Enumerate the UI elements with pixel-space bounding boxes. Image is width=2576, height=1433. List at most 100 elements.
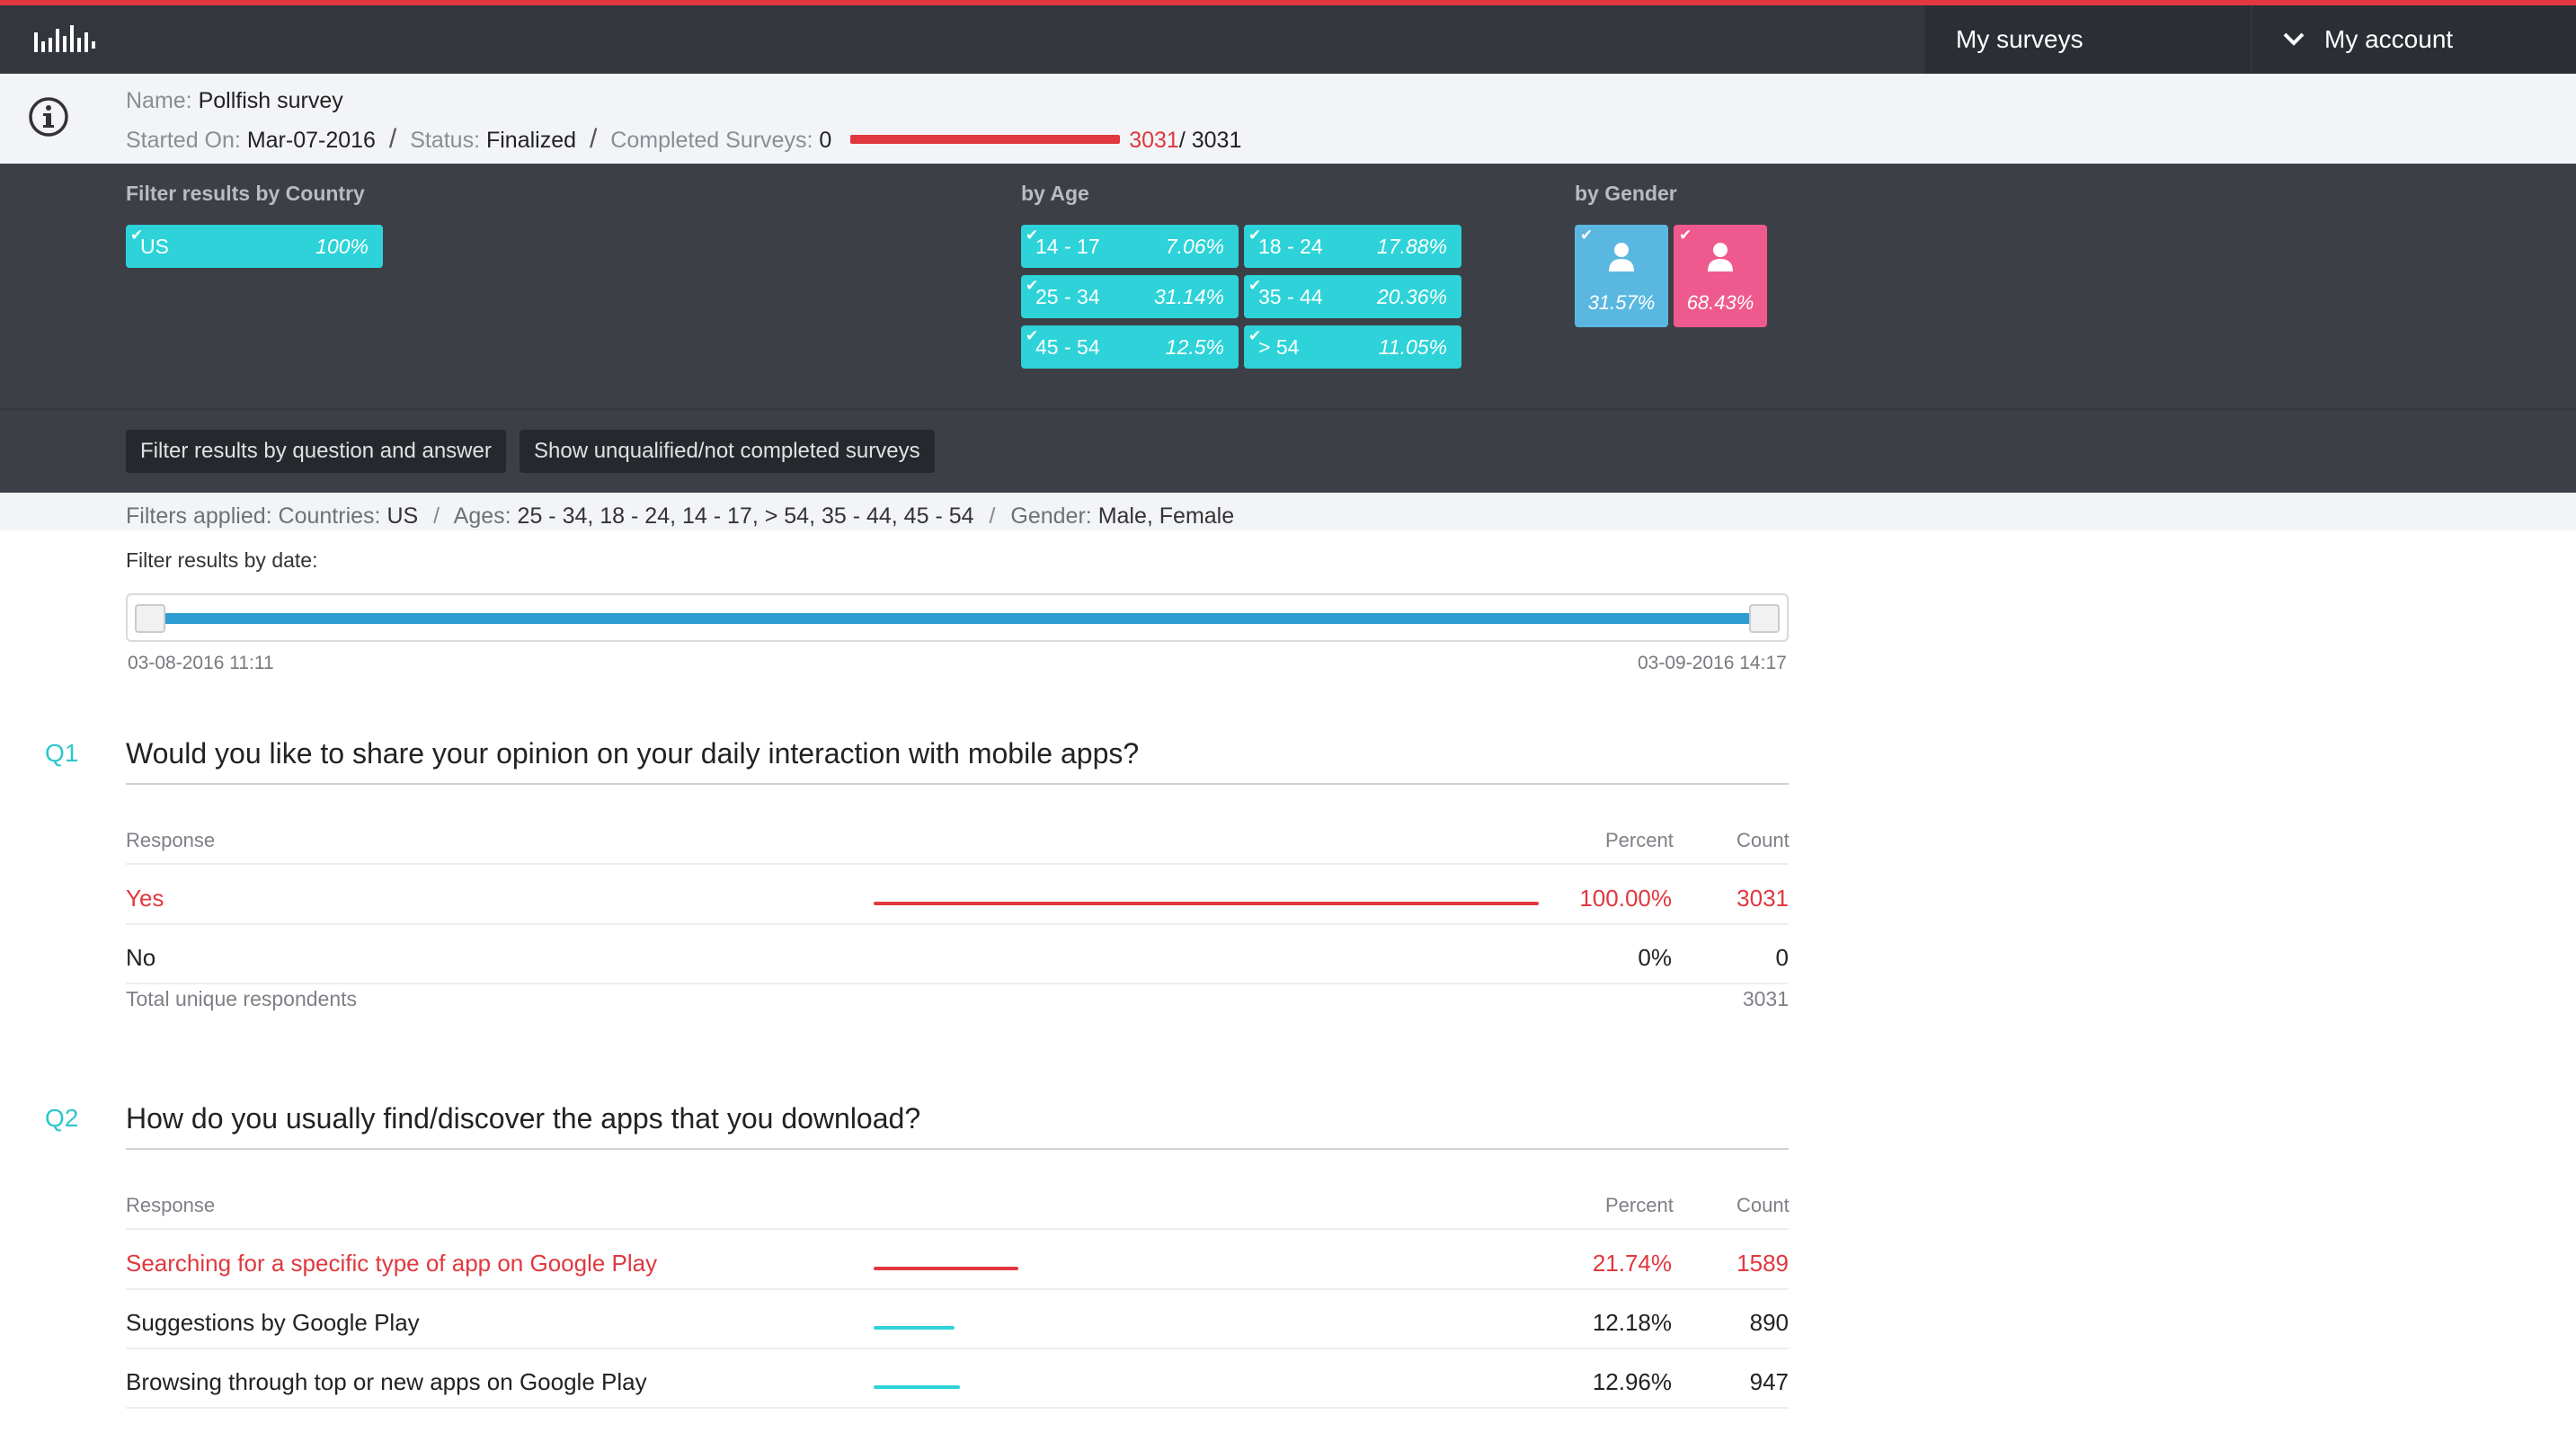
response-label: Suggestions by Google Play bbox=[126, 1309, 420, 1336]
chip-percent: 17.88% bbox=[1376, 235, 1447, 258]
response-label: Browsing through top or new apps on Goog… bbox=[126, 1368, 647, 1395]
female-percent: 68.43% bbox=[1686, 291, 1754, 314]
chip-percent: 12.5% bbox=[1165, 335, 1224, 359]
chip-percent: 20.36% bbox=[1376, 285, 1447, 308]
age-chip[interactable]: ✔ 35 - 44 20.36% bbox=[1244, 275, 1461, 318]
check-icon: ✔ bbox=[1026, 227, 1039, 244]
chevron-down-icon bbox=[2283, 32, 2305, 46]
chip-label: 25 - 34 bbox=[1035, 285, 1100, 308]
logo-icon[interactable] bbox=[34, 25, 97, 56]
chip-label: 18 - 24 bbox=[1258, 235, 1323, 258]
show-unqualified-button[interactable]: Show unqualified/not completed surveys bbox=[520, 430, 935, 473]
countries-label: Countries: bbox=[278, 503, 381, 529]
response-percent: 12.96% bbox=[1592, 1368, 1672, 1395]
row-divider bbox=[126, 923, 1789, 925]
filters-applied-label: Filters applied: bbox=[126, 503, 272, 529]
date-filter-title: Filter results by date: bbox=[126, 548, 318, 572]
survey-name: Pollfish survey bbox=[198, 88, 343, 113]
countries-value: US bbox=[386, 503, 419, 529]
percent-header: Percent bbox=[1605, 1194, 1674, 1216]
filter-by-question-button[interactable]: Filter results by question and answer bbox=[126, 430, 506, 473]
question-title: How do you usually find/discover the app… bbox=[126, 1102, 921, 1135]
date-end-label: 03-09-2016 14:17 bbox=[1638, 653, 1787, 673]
check-icon: ✔ bbox=[1026, 327, 1039, 344]
chip-label: 45 - 54 bbox=[1035, 335, 1100, 359]
check-icon: ✔ bbox=[1248, 277, 1262, 294]
response-bar bbox=[874, 902, 1539, 905]
name-label: Name: bbox=[126, 88, 192, 113]
response-bar bbox=[874, 1267, 1018, 1270]
question-number: Q2 bbox=[45, 1104, 79, 1132]
response-bar bbox=[874, 1326, 955, 1330]
gender-chip-female[interactable]: ✔ 68.43% bbox=[1674, 225, 1767, 327]
check-icon: ✔ bbox=[1248, 227, 1262, 244]
row-divider bbox=[126, 983, 1789, 984]
started-value: Mar-07-2016 bbox=[246, 128, 376, 153]
response-bar bbox=[874, 1385, 960, 1389]
row-divider bbox=[126, 863, 1789, 865]
male-user-icon bbox=[1609, 243, 1634, 271]
total-respondents-value: 3031 bbox=[1742, 987, 1789, 1010]
row-divider bbox=[126, 1348, 1789, 1349]
response-percent: 100.00% bbox=[1579, 885, 1672, 912]
info-icon[interactable] bbox=[27, 95, 70, 138]
response-label: Searching for a specific type of app on … bbox=[126, 1250, 658, 1277]
completed-total: / 3031 bbox=[1178, 128, 1242, 153]
response-header: Response bbox=[126, 1194, 216, 1216]
male-percent: 31.57% bbox=[1587, 291, 1656, 314]
survey-name-line: Name: Pollfish survey bbox=[126, 88, 343, 114]
status-label: Status: bbox=[410, 128, 481, 153]
chip-label: 35 - 44 bbox=[1258, 285, 1323, 308]
gender-chip-male[interactable]: ✔ 31.57% bbox=[1575, 225, 1668, 327]
slider-end-handle[interactable] bbox=[1749, 604, 1780, 633]
percent-header: Percent bbox=[1605, 829, 1674, 851]
separator: / bbox=[433, 503, 440, 529]
response-label: Yes bbox=[126, 885, 164, 912]
slider-start-handle[interactable] bbox=[135, 604, 165, 633]
completed-label: Completed Surveys: bbox=[610, 128, 813, 153]
question-title: Would you like to share your opinion on … bbox=[126, 737, 1140, 770]
chip-percent: 11.05% bbox=[1378, 335, 1447, 359]
separator: / bbox=[388, 124, 397, 154]
response-count: 3031 bbox=[1737, 885, 1789, 912]
ages-value: 25 - 34, 18 - 24, 14 - 17, > 54, 35 - 44… bbox=[517, 503, 974, 529]
gender-value: Male, Female bbox=[1097, 503, 1235, 529]
response-percent: 12.18% bbox=[1592, 1309, 1672, 1336]
age-chip[interactable]: ✔ 45 - 54 12.5% bbox=[1021, 325, 1239, 369]
chip-label: > 54 bbox=[1258, 335, 1300, 359]
age-chip[interactable]: ✔ 18 - 24 17.88% bbox=[1244, 225, 1461, 268]
separator: / bbox=[989, 503, 996, 529]
age-chip[interactable]: ✔ 14 - 17 7.06% bbox=[1021, 225, 1239, 268]
chip-percent: 31.14% bbox=[1153, 285, 1224, 308]
survey-status-line: Started On: Mar-07-2016 / Status: Finali… bbox=[126, 124, 1241, 155]
age-filter-title: by Age bbox=[1021, 182, 1089, 205]
date-range-slider[interactable] bbox=[126, 593, 1789, 642]
check-icon: ✔ bbox=[1026, 277, 1039, 294]
ages-label: Ages: bbox=[453, 503, 511, 529]
response-header: Response bbox=[126, 829, 216, 851]
age-chip[interactable]: ✔ > 54 11.05% bbox=[1244, 325, 1461, 369]
female-user-icon bbox=[1708, 243, 1733, 271]
age-chip[interactable]: ✔ 25 - 34 31.14% bbox=[1021, 275, 1239, 318]
started-label: Started On: bbox=[126, 128, 241, 153]
my-account-menu[interactable]: My account bbox=[2252, 5, 2576, 74]
chip-label: US bbox=[140, 235, 169, 258]
slider-track[interactable] bbox=[164, 613, 1751, 624]
country-filter-title: Filter results by Country bbox=[126, 182, 365, 205]
gender-label: Gender: bbox=[1010, 503, 1092, 529]
response-percent: 21.74% bbox=[1592, 1250, 1672, 1277]
separator: / bbox=[590, 124, 598, 154]
top-navbar: My surveys My account bbox=[0, 5, 2576, 74]
chip-label: 14 - 17 bbox=[1035, 235, 1100, 258]
check-icon: ✔ bbox=[1248, 327, 1262, 344]
completed-progress-bar bbox=[850, 135, 1121, 145]
chip-percent: 7.06% bbox=[1165, 235, 1224, 258]
status-value: Finalized bbox=[485, 128, 577, 153]
response-percent: 0% bbox=[1638, 944, 1672, 971]
my-surveys-link[interactable]: My surveys bbox=[1925, 5, 2251, 74]
response-count: 947 bbox=[1749, 1368, 1789, 1395]
survey-info-bar: Name: Pollfish survey Started On: Mar-07… bbox=[0, 74, 2576, 164]
country-chip-us[interactable]: ✔ US 100% bbox=[126, 225, 383, 268]
response-count: 1589 bbox=[1737, 1250, 1789, 1277]
response-count: 0 bbox=[1775, 944, 1789, 971]
